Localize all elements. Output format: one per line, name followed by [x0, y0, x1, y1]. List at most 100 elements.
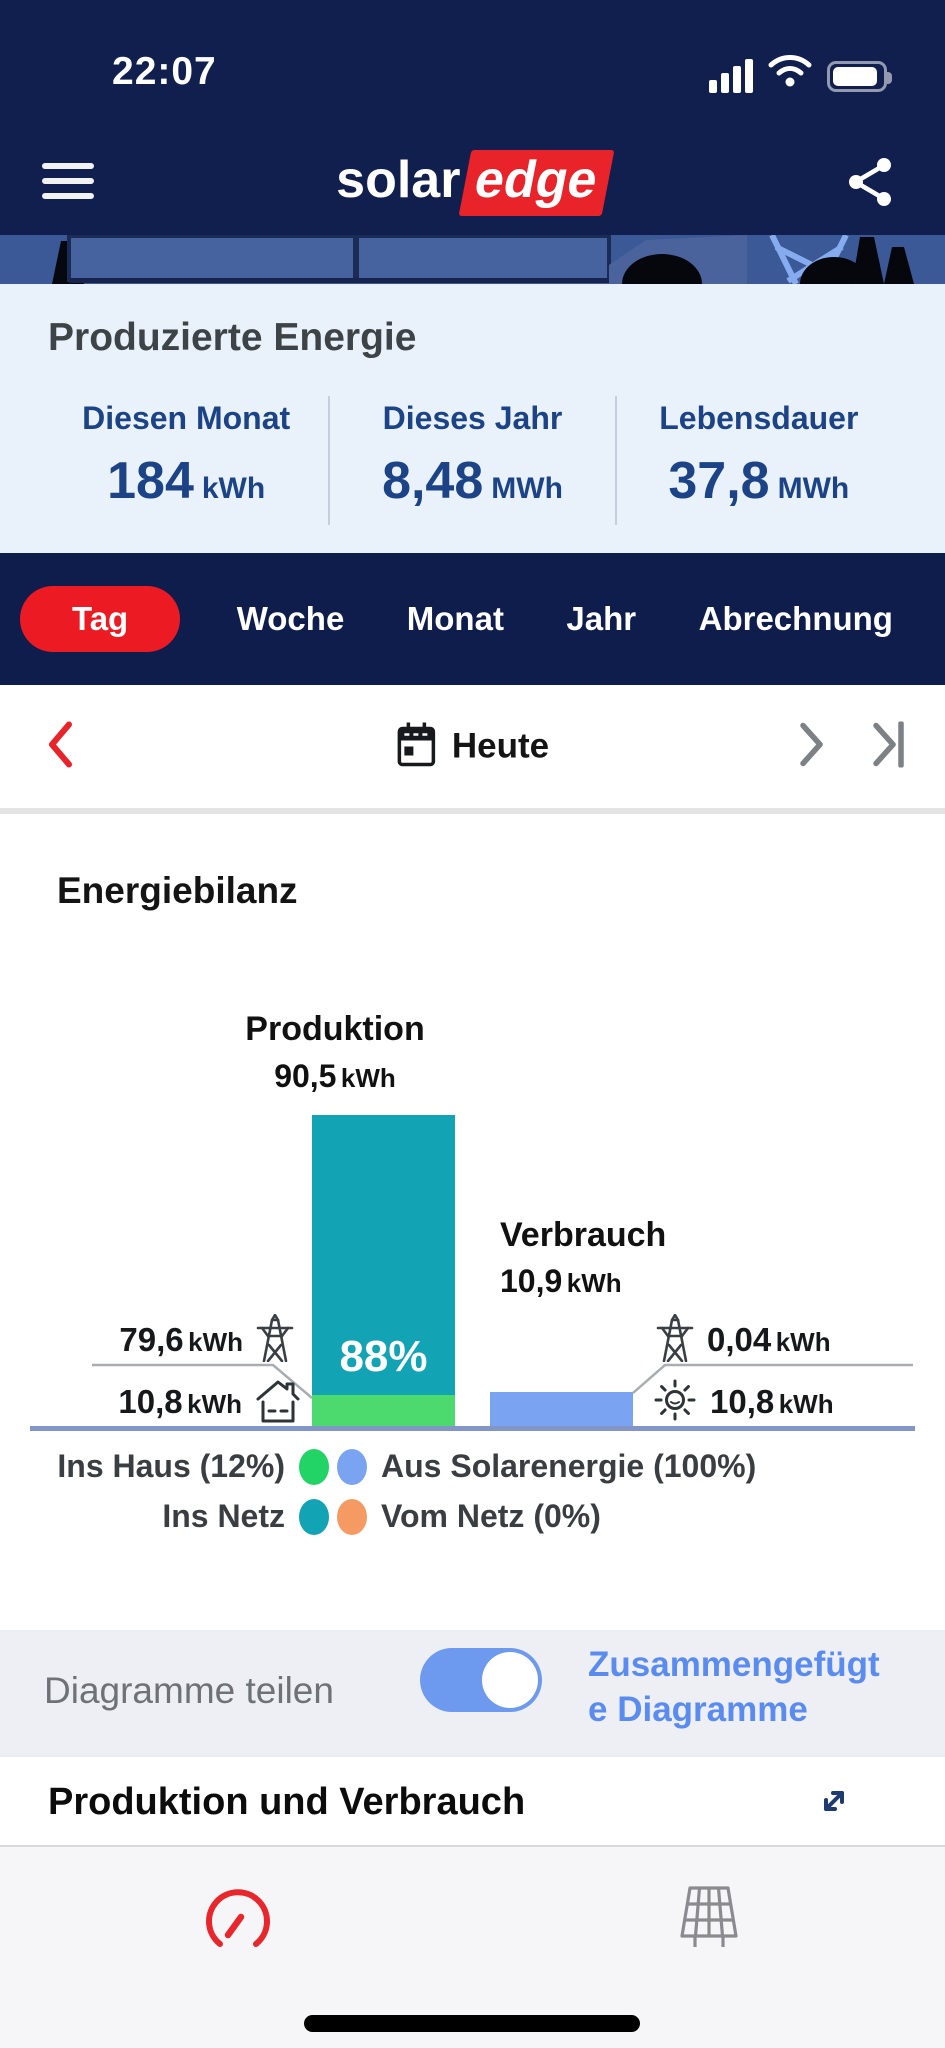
legend-ins-haus: Ins Haus (12%) — [57, 1448, 285, 1484]
annotation-to-grid: 79,6 kWh — [0, 1313, 295, 1367]
consumption-unit: kWh — [566, 1268, 622, 1298]
from-grid-unit: kWh — [775, 1327, 831, 1357]
to-grid-unit: kWh — [188, 1327, 243, 1357]
stat-label: Lebensdauer — [659, 400, 859, 436]
solar-field-illustration — [0, 233, 945, 286]
production-unit: kWh — [340, 1063, 396, 1093]
legend-ins-netz: Ins Netz — [162, 1498, 285, 1534]
legend-vom-netz: Vom Netz (0%) — [381, 1498, 601, 1534]
date-picker-button[interactable]: Heute — [396, 721, 549, 772]
date-label: Heute — [451, 726, 550, 766]
annotation-from-grid: 0,04 kWh — [655, 1313, 831, 1367]
legend-row-1: Ins Haus (12%) Aus Solarenergie (100%) — [0, 1448, 945, 1485]
tab-tag[interactable]: Tag — [20, 586, 181, 652]
solaredge-logo: solar edge — [0, 150, 945, 216]
production-consumption-row: Produktion und Verbrauch — [0, 1755, 945, 1845]
stat-unit: MWh — [777, 472, 850, 505]
stat-value: 184 — [107, 452, 194, 510]
combined-charts-link[interactable]: Zusammengefügt e Diagramme — [588, 1642, 880, 1732]
previous-day-button[interactable] — [46, 720, 74, 773]
expand-icon — [812, 1791, 856, 1827]
from-solar-value: 10,8 — [710, 1383, 775, 1420]
to-grid-value: 79,6 — [119, 1321, 184, 1358]
consumption-label: Verbrauch 10,9 kWh — [500, 1212, 666, 1311]
production-bar-to-house-segment — [312, 1395, 455, 1426]
status-time: 22:07 — [112, 50, 217, 93]
bottom-navigation — [0, 1845, 945, 2048]
tab-monat[interactable]: Monat — [406, 600, 504, 637]
logo-solar-text: solar — [336, 151, 461, 209]
to-house-unit: kWh — [187, 1389, 242, 1419]
energy-balance-title: Energiebilanz — [57, 870, 298, 911]
legend-dot-blue — [337, 1448, 367, 1485]
stat-unit: MWh — [491, 472, 563, 505]
to-house-value: 10,8 — [118, 1383, 183, 1420]
consumption-value: 10,9 — [500, 1263, 563, 1299]
section-divider — [0, 808, 945, 814]
from-grid-value: 0,04 — [707, 1321, 772, 1358]
legend-dot-teal — [299, 1498, 329, 1535]
calendar-icon — [396, 721, 436, 772]
skip-to-latest-button[interactable] — [873, 720, 905, 772]
power-tower-icon — [655, 1313, 695, 1367]
tab-woche[interactable]: Woche — [236, 600, 345, 637]
stat-label: Dieses Jahr — [382, 400, 563, 436]
nav-layout-button[interactable] — [672, 1885, 746, 1956]
share-icon — [847, 158, 893, 212]
legend-aus-solarenergie: Aus Solarenergie (100%) — [381, 1448, 757, 1484]
produced-energy-section: Produzierte Energie Diesen Monat 184 kWh … — [0, 284, 945, 553]
house-icon — [254, 1376, 302, 1429]
hamburger-icon — [42, 163, 94, 199]
annotation-to-house: 10,8 kWh — [0, 1376, 302, 1428]
produced-energy-title: Produzierte Energie — [48, 316, 417, 359]
chevron-left-icon — [46, 721, 74, 772]
sun-icon — [652, 1377, 698, 1428]
legend-dot-orange — [337, 1498, 367, 1535]
annotation-from-solar: 10,8 kWh — [652, 1376, 834, 1428]
energy-balance-section: Energiebilanz Produktion 90,5 kWh Verbra… — [0, 814, 945, 1630]
stat-label: Diesen Monat — [82, 400, 291, 436]
tab-abrechnung[interactable]: Abrechnung — [698, 600, 893, 637]
production-bar-share-label: 88% — [339, 1332, 428, 1381]
stat-lifetime: Lebensdauer 37,8 MWh — [614, 396, 901, 525]
legend-row-2: Ins Netz Vom Netz (0%) — [0, 1498, 945, 1535]
solar-panel-icon — [672, 1886, 746, 1955]
combined-charts-link-line1: Zusammengefügt — [588, 1645, 880, 1684]
cellular-signal-icon — [709, 59, 753, 93]
consumption-title: Verbrauch — [500, 1216, 667, 1254]
produced-energy-stats: Diesen Monat 184 kWh Dieses Jahr 8,48 MWh … — [44, 396, 901, 525]
from-solar-unit: kWh — [778, 1389, 834, 1419]
next-day-button[interactable] — [799, 721, 825, 772]
production-consumption-title: Produktion und Verbrauch — [48, 1781, 526, 1823]
share-charts-label: Diagramme teilen — [44, 1670, 334, 1711]
menu-button[interactable] — [42, 163, 94, 208]
combined-charts-link-line2: e Diagramme — [588, 1690, 808, 1729]
stat-this-year: Dieses Jahr 8,48 MWh — [328, 396, 614, 525]
period-tab-bar: Tag Woche Monat Jahr Abrechnung — [0, 553, 945, 685]
date-navigation: Heute — [0, 685, 945, 808]
power-tower-icon — [255, 1313, 295, 1367]
share-button[interactable] — [847, 156, 893, 213]
consumption-bar-from-solar-segment — [490, 1392, 633, 1426]
stat-value: 37,8 — [668, 452, 770, 510]
chart-baseline — [30, 1426, 915, 1431]
production-title: Produktion — [245, 1010, 425, 1048]
stat-this-month: Diesen Monat 184 kWh — [44, 396, 328, 525]
logo-edge-badge: edge — [459, 150, 616, 216]
home-indicator[interactable] — [304, 2015, 640, 2032]
production-value: 90,5 — [274, 1058, 337, 1094]
expand-chart-button[interactable] — [812, 1779, 856, 1828]
stat-value: 8,48 — [382, 452, 484, 510]
combined-charts-toggle[interactable] — [420, 1648, 542, 1712]
header: 22:07 solar edge — [0, 0, 945, 235]
legend-dot-green — [299, 1448, 329, 1485]
nav-dashboard-button[interactable] — [202, 1883, 274, 1960]
battery-icon — [827, 61, 892, 92]
tab-jahr[interactable]: Jahr — [566, 600, 637, 637]
share-charts-row: Diagramme teilen Zusammengefügt e Diagra… — [0, 1630, 945, 1755]
wifi-icon — [768, 54, 812, 93]
production-bar-to-grid-segment — [312, 1115, 455, 1395]
production-label: Produktion 90,5 kWh — [185, 1006, 485, 1106]
toggle-knob — [482, 1652, 538, 1708]
